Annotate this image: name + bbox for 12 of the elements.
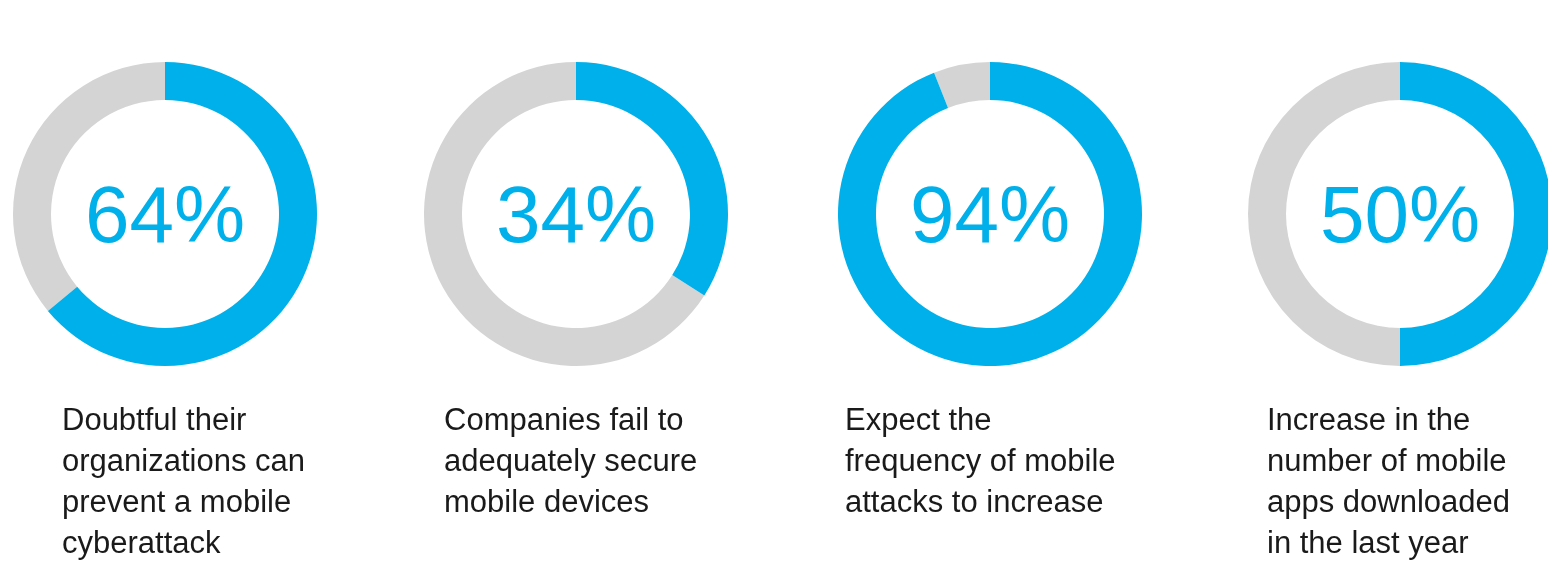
text: Companies fail to adequately secure mobile devices	[444, 402, 698, 519]
donut-slice	[424, 62, 705, 366]
donut-slice	[838, 62, 1142, 366]
text: Increase in the number of mobile apps downloaded in the last year	[1267, 402, 1511, 560]
text: Doubtful their organizations can prevent a mobile cyberattack	[62, 402, 305, 560]
text: 64%	[84, 170, 246, 259]
donut-slice	[47, 62, 317, 366]
donut-slice	[934, 62, 990, 109]
text: 94%	[909, 170, 1071, 259]
text: 34%	[495, 170, 657, 259]
text: Expect the frequency of mobile attacks to increase	[845, 402, 1116, 519]
text: 50%	[1319, 170, 1481, 259]
